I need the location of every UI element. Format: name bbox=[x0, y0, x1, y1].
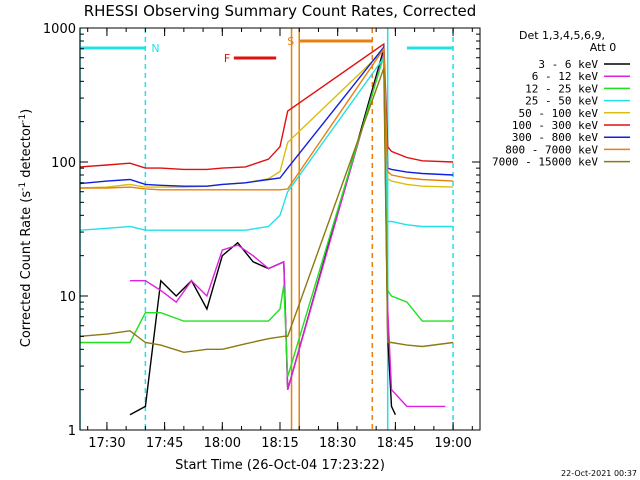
legend-header-line-2: Att 0 bbox=[590, 41, 616, 54]
x-tick-label-4: 18:30 bbox=[319, 436, 356, 451]
legend-label-3: 25 - 50 keV bbox=[525, 95, 598, 108]
legend-label-4: 50 - 100 keV bbox=[519, 107, 599, 120]
series-line-5 bbox=[79, 42, 454, 171]
x-tick-label-1: 17:45 bbox=[146, 436, 183, 451]
y-tick-label-2: 100 bbox=[51, 156, 76, 171]
x-tick-label-3: 18:15 bbox=[261, 436, 298, 451]
flag-label-f: F bbox=[224, 52, 230, 65]
generation-timestamp: 22-Oct-2021 00:37 bbox=[561, 469, 637, 478]
chart-title: RHESSI Observing Summary Count Rates, Co… bbox=[84, 2, 477, 20]
series-line-8 bbox=[79, 68, 454, 354]
plot-area: N F S 1 10 100 1000 17:30 17:45 18:00 18:15 18:30 18… bbox=[43, 22, 481, 451]
legend-label-1: 6 - 12 keV bbox=[532, 70, 599, 83]
legend-label-6: 300 - 800 keV bbox=[512, 131, 598, 144]
y-tick-label-0: 1 bbox=[68, 424, 76, 439]
x-tick-label-2: 18:00 bbox=[204, 436, 241, 451]
series-line-3 bbox=[79, 55, 454, 231]
series-line-1 bbox=[130, 52, 446, 408]
legend-label-5: 100 - 300 keV bbox=[512, 119, 598, 132]
series-line-2 bbox=[80, 55, 454, 377]
x-tick-label-5: 18:45 bbox=[377, 436, 414, 451]
y-tick-label-3: 1000 bbox=[43, 22, 76, 37]
flag-label-s: S bbox=[287, 35, 294, 48]
legend-label-7: 800 - 7000 keV bbox=[505, 143, 598, 156]
y-axis-label: Corrected Count Rate (s-1 detector-1) bbox=[18, 109, 34, 347]
x-axis-label: Start Time (26-Oct-04 17:23:22) bbox=[175, 458, 385, 473]
flag-label-n: N bbox=[151, 42, 159, 55]
legend-header-line-1: Det 1,3,4,5,6,9, bbox=[519, 29, 605, 42]
legend-label-2: 12 - 25 keV bbox=[525, 82, 598, 95]
legend-label-0: 3 - 6 keV bbox=[538, 58, 598, 71]
x-tick-label-0: 17:30 bbox=[88, 436, 125, 451]
legend-label-8: 7000 - 15000 keV bbox=[492, 156, 598, 169]
x-tick-label-6: 19:00 bbox=[434, 436, 471, 451]
series-line-7 bbox=[80, 46, 454, 191]
series-line-6 bbox=[79, 45, 454, 187]
y-tick-label-1: 10 bbox=[59, 290, 76, 305]
